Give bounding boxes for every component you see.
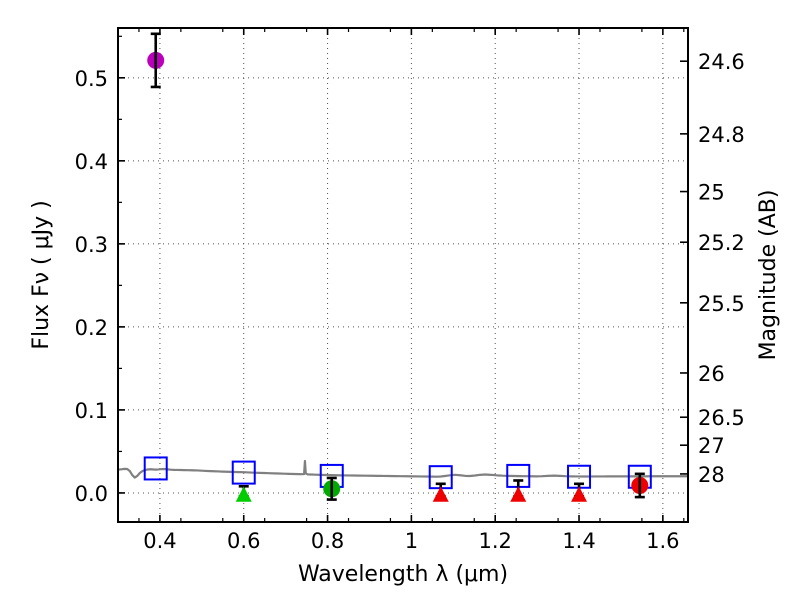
x-axis-tick-label: 0.4	[143, 529, 176, 553]
x-axis-label: Wavelength λ (μm)	[298, 562, 508, 587]
right-axis-tick-label: 25	[698, 181, 725, 205]
model-photometry-square	[231, 460, 256, 485]
y-axis-tick-label: 0.1	[75, 399, 108, 423]
upper-limit-triangle	[235, 486, 252, 502]
x-axis-tick-label: 1	[405, 529, 418, 553]
upper-limit-triangle	[571, 486, 588, 502]
x-axis-tick-label: 1.6	[646, 529, 679, 553]
upper-limit-triangle	[432, 486, 449, 502]
y-axis-tick-label: 0.0	[75, 482, 108, 506]
right-axis-tick-label: 27	[698, 434, 725, 458]
y-axis-label: Flux Fν ( μJy )	[29, 200, 54, 349]
y-axis-tick-label: 0.4	[75, 150, 108, 174]
right-axis-tick-label: 25.5	[698, 292, 745, 316]
model-spectrum-line	[116, 459, 690, 479]
right-axis-tick-label: 26.5	[698, 406, 745, 430]
y-axis-tick-label: 0.3	[75, 233, 108, 257]
upper-limit-triangle	[510, 486, 527, 502]
right-axis-tick-label: 24.6	[698, 50, 745, 74]
x-axis-tick-label: 0.6	[227, 529, 260, 553]
x-axis-tick-label: 0.8	[311, 529, 344, 553]
x-axis-tick-label: 1.2	[479, 529, 512, 553]
axes-frame	[117, 27, 689, 523]
right-axis-label: Magnitude (AB)	[756, 190, 781, 361]
y-axis-tick-label: 0.2	[75, 316, 108, 340]
x-axis-tick-label: 1.4	[562, 529, 595, 553]
right-axis-tick-label: 26	[698, 362, 725, 386]
model-photometry-square	[143, 456, 168, 481]
right-axis-tick-label: 28	[698, 463, 725, 487]
right-axis-tick-label: 25.2	[698, 231, 745, 255]
y-axis-tick-label: 0.5	[75, 67, 108, 91]
right-axis-tick-label: 24.8	[698, 123, 745, 147]
